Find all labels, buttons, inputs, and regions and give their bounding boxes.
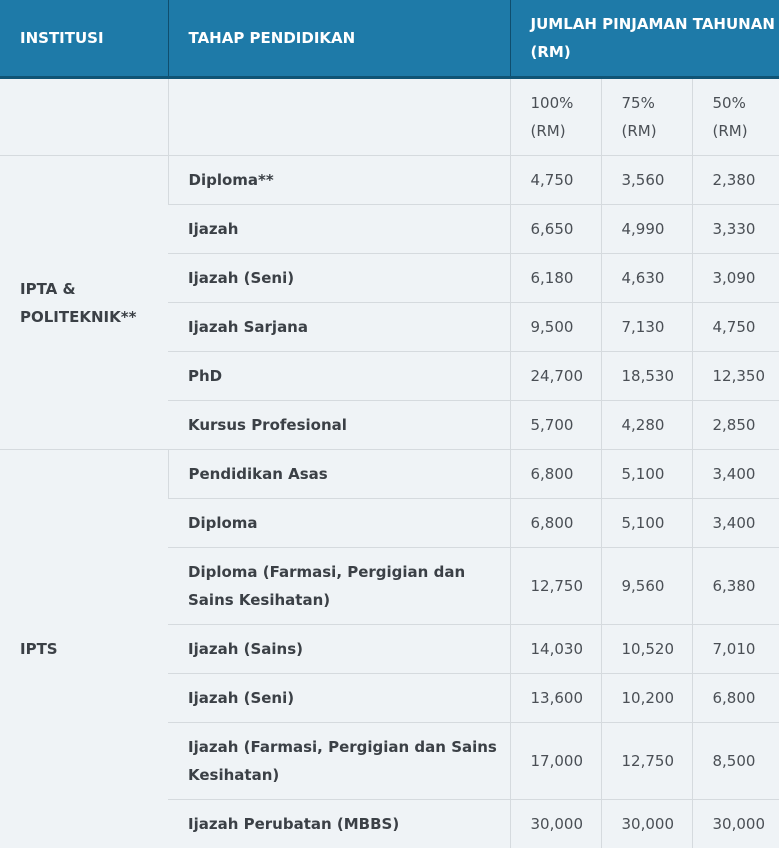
empty-cell <box>168 78 510 156</box>
level-cell: Kursus Profesional <box>168 401 510 450</box>
amount-75-cell: 7,130 <box>601 303 692 352</box>
amount-75-cell: 5,100 <box>601 450 692 499</box>
amount-100-cell: 4,750 <box>510 156 601 205</box>
level-cell: PhD <box>168 352 510 401</box>
amount-100-cell: 6,650 <box>510 205 601 254</box>
amount-75-cell: 18,530 <box>601 352 692 401</box>
institution-cell-ipta: IPTA & POLITEKNIK** <box>0 156 168 450</box>
level-cell: Ijazah Perubatan (MBBS) <box>168 800 510 848</box>
amount-100-cell: 6,180 <box>510 254 601 303</box>
amount-50-cell: 2,380 <box>692 156 779 205</box>
amount-50-cell: 12,350 <box>692 352 779 401</box>
institution-cell-ipts: IPTS <box>0 450 168 848</box>
amount-100-cell: 9,500 <box>510 303 601 352</box>
table-row: IPTS Pendidikan Asas 6,800 5,100 3,400 <box>0 450 779 499</box>
header-tahap-pendidikan: TAHAP PENDIDIKAN <box>168 0 510 78</box>
amount-100-cell: 6,800 <box>510 450 601 499</box>
level-cell: Ijazah <box>168 205 510 254</box>
table-header-row: INSTITUSI TAHAP PENDIDIKAN JUMLAH PINJAM… <box>0 0 779 78</box>
amount-75-cell: 4,630 <box>601 254 692 303</box>
amount-100-cell: 14,030 <box>510 625 601 674</box>
level-cell: Ijazah Sarjana <box>168 303 510 352</box>
percent-75-label: 75% (RM) <box>601 78 692 156</box>
amount-50-cell: 7,010 <box>692 625 779 674</box>
level-cell: Pendidikan Asas <box>168 450 510 499</box>
percent-50-label: 50% (RM) <box>692 78 779 156</box>
amount-50-cell: 3,330 <box>692 205 779 254</box>
amount-50-cell: 3,400 <box>692 450 779 499</box>
level-cell: Ijazah (Seni) <box>168 674 510 723</box>
level-cell: Ijazah (Seni) <box>168 254 510 303</box>
amount-75-cell: 10,200 <box>601 674 692 723</box>
amount-100-cell: 24,700 <box>510 352 601 401</box>
amount-100-cell: 5,700 <box>510 401 601 450</box>
level-cell: Ijazah (Sains) <box>168 625 510 674</box>
amount-50-cell: 6,800 <box>692 674 779 723</box>
percentage-row: 100% (RM) 75% (RM) 50% (RM) <box>0 78 779 156</box>
empty-cell <box>0 78 168 156</box>
header-institusi: INSTITUSI <box>0 0 168 78</box>
amount-100-cell: 17,000 <box>510 723 601 800</box>
header-jumlah-pinjaman: JUMLAH PINJAMAN TAHUNAN (RM) <box>510 0 779 78</box>
amount-100-cell: 30,000 <box>510 800 601 848</box>
amount-75-cell: 10,520 <box>601 625 692 674</box>
amount-50-cell: 4,750 <box>692 303 779 352</box>
amount-50-cell: 2,850 <box>692 401 779 450</box>
amount-50-cell: 6,380 <box>692 548 779 625</box>
amount-100-cell: 12,750 <box>510 548 601 625</box>
amount-75-cell: 9,560 <box>601 548 692 625</box>
level-cell: Diploma** <box>168 156 510 205</box>
amount-75-cell: 4,280 <box>601 401 692 450</box>
amount-100-cell: 6,800 <box>510 499 601 548</box>
amount-75-cell: 4,990 <box>601 205 692 254</box>
level-cell: Diploma <box>168 499 510 548</box>
level-cell: Ijazah (Farmasi, Pergigian dan Sains Kes… <box>168 723 510 800</box>
amount-50-cell: 3,090 <box>692 254 779 303</box>
amount-75-cell: 30,000 <box>601 800 692 848</box>
amount-50-cell: 30,000 <box>692 800 779 848</box>
amount-50-cell: 8,500 <box>692 723 779 800</box>
table-row: IPTA & POLITEKNIK** Diploma** 4,750 3,56… <box>0 156 779 205</box>
amount-100-cell: 13,600 <box>510 674 601 723</box>
level-cell: Diploma (Farmasi, Pergigian dan Sains Ke… <box>168 548 510 625</box>
amount-75-cell: 12,750 <box>601 723 692 800</box>
amount-50-cell: 3,400 <box>692 499 779 548</box>
amount-75-cell: 5,100 <box>601 499 692 548</box>
percent-100-label: 100% (RM) <box>510 78 601 156</box>
amount-75-cell: 3,560 <box>601 156 692 205</box>
